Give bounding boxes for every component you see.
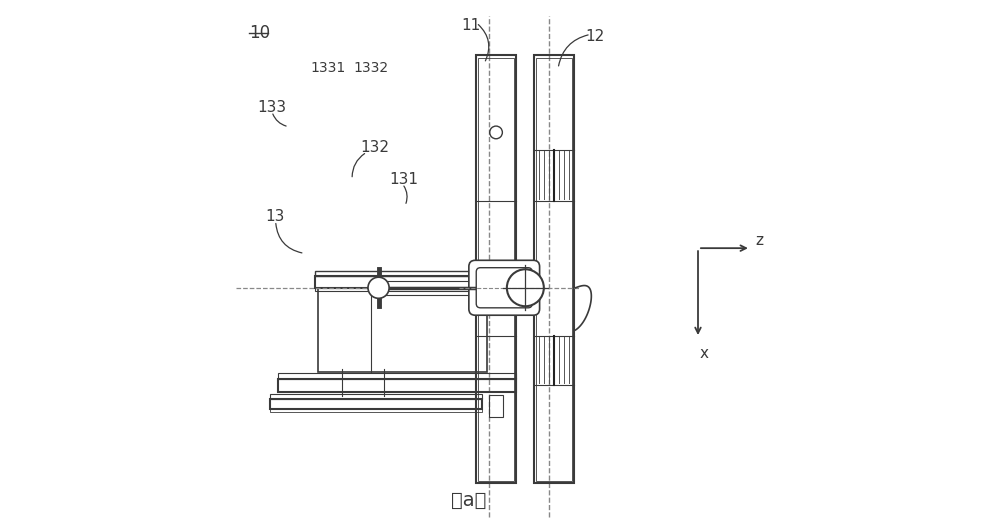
Bar <box>315 276 516 288</box>
Circle shape <box>368 277 389 298</box>
Circle shape <box>507 269 544 306</box>
Text: x: x <box>700 346 709 361</box>
FancyBboxPatch shape <box>469 260 540 315</box>
Bar <box>476 55 516 483</box>
Text: 10: 10 <box>249 24 270 42</box>
Bar <box>489 394 503 417</box>
Text: z: z <box>755 233 763 248</box>
Text: 131: 131 <box>389 172 418 187</box>
Text: 12: 12 <box>585 29 605 44</box>
Bar <box>270 409 482 412</box>
Bar <box>278 379 516 392</box>
Bar <box>478 58 514 481</box>
Text: 13: 13 <box>265 209 284 224</box>
Bar <box>315 288 516 291</box>
Text: 132: 132 <box>360 140 389 155</box>
Bar <box>318 288 487 372</box>
Text: （a）: （a） <box>451 491 486 510</box>
Bar <box>536 58 572 481</box>
Text: 11: 11 <box>461 18 481 33</box>
Bar <box>278 373 516 379</box>
Text: 1332: 1332 <box>353 61 388 75</box>
Bar <box>270 399 482 409</box>
Bar <box>315 271 516 276</box>
Text: 133: 133 <box>257 100 286 115</box>
Bar <box>534 55 574 483</box>
FancyBboxPatch shape <box>476 268 532 308</box>
Text: 1331: 1331 <box>311 61 346 75</box>
Bar <box>270 394 482 399</box>
